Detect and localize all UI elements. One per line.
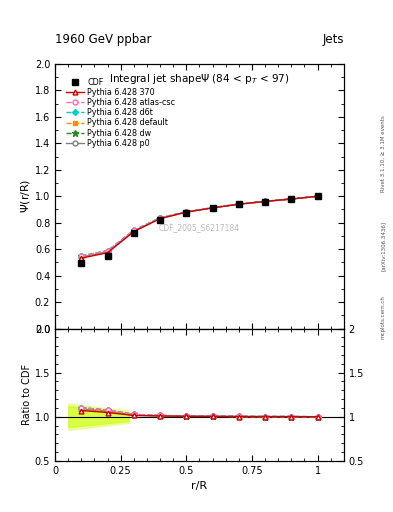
Text: 1960 GeV ppbar: 1960 GeV ppbar	[55, 33, 152, 46]
Text: Rivet 3.1.10, ≥ 3.1M events: Rivet 3.1.10, ≥ 3.1M events	[381, 115, 386, 192]
Text: CDF_2005_S6217184: CDF_2005_S6217184	[159, 224, 240, 232]
Text: mcplots.cern.ch: mcplots.cern.ch	[381, 295, 386, 339]
Y-axis label: Ratio to CDF: Ratio to CDF	[22, 364, 32, 425]
Text: Jets: Jets	[322, 33, 344, 46]
Legend: CDF, Pythia 6.428 370, Pythia 6.428 atlas-csc, Pythia 6.428 d6t, Pythia 6.428 de: CDF, Pythia 6.428 370, Pythia 6.428 atla…	[65, 76, 177, 150]
X-axis label: r/R: r/R	[191, 481, 208, 491]
Y-axis label: $\Psi$(r/R): $\Psi$(r/R)	[19, 179, 32, 214]
Text: [arXiv:1306.3436]: [arXiv:1306.3436]	[381, 221, 386, 271]
Text: Integral jet shapeΨ (84 < p$_T$ < 97): Integral jet shapeΨ (84 < p$_T$ < 97)	[109, 72, 290, 86]
